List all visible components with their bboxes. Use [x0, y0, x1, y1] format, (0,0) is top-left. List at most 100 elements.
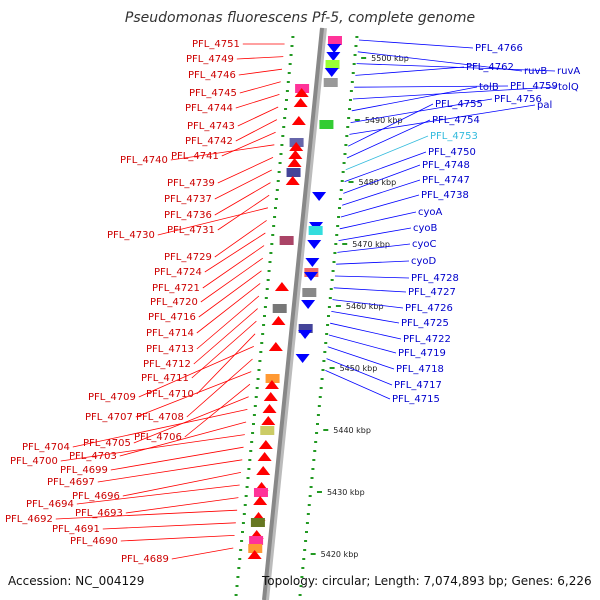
gene-block[interactable] [289, 138, 304, 147]
right-gene-label[interactable]: PFL_4762 [466, 62, 514, 73]
left-gene-label[interactable]: PFL_4692 [5, 514, 53, 525]
gene-block[interactable] [248, 544, 263, 553]
left-gene-label[interactable]: PFL_4744 [185, 103, 233, 114]
gene-arrow[interactable] [287, 158, 302, 167]
right-gene-label[interactable]: tolB [479, 82, 499, 93]
gene-arrow[interactable] [291, 116, 306, 125]
left-gene-label[interactable]: PFL_4699 [60, 465, 108, 476]
left-gene-label[interactable]: PFL_4710 [146, 389, 194, 400]
left-gene-label[interactable]: PFL_4724 [154, 267, 202, 278]
right-gene-label[interactable]: PFL_4750 [428, 147, 476, 158]
right-gene-label[interactable]: PFL_4738 [421, 190, 469, 201]
right-gene-label[interactable]: ruvB [524, 66, 547, 77]
right-gene-label[interactable]: PFL_4754 [432, 115, 480, 126]
gene-block[interactable] [308, 226, 323, 235]
right-gene-label[interactable]: PFL_4715 [392, 394, 440, 405]
left-gene-label[interactable]: PFL_4689 [121, 554, 169, 565]
gene-arrow[interactable] [264, 380, 279, 389]
gene-block[interactable] [286, 168, 301, 177]
left-gene-label[interactable]: PFL_4743 [187, 121, 235, 132]
gene-arrow[interactable] [263, 392, 278, 401]
right-gene-label[interactable]: PFL_4727 [408, 287, 456, 298]
gene-block[interactable] [295, 84, 310, 93]
gene-arrow[interactable] [253, 496, 268, 505]
left-gene-label[interactable]: PFL_4694 [26, 499, 74, 510]
gene-arrow[interactable] [294, 88, 309, 97]
gene-arrow[interactable] [271, 316, 286, 325]
right-gene-label[interactable]: PFL_4717 [394, 380, 442, 391]
gene-block[interactable] [265, 374, 280, 383]
left-gene-label[interactable]: PFL_4705 [83, 438, 131, 449]
right-gene-label[interactable]: PFL_4766 [475, 43, 523, 54]
left-gene-label[interactable]: PFL_4739 [167, 178, 215, 189]
right-gene-label[interactable]: PFL_4725 [401, 318, 449, 329]
left-gene-label[interactable]: PFL_4708 [136, 412, 184, 423]
gene-arrow[interactable] [268, 342, 283, 351]
left-gene-label[interactable]: PFL_4751 [192, 39, 240, 50]
right-gene-label[interactable]: PFL_4747 [422, 175, 470, 186]
left-gene-label[interactable]: PFL_4746 [188, 70, 236, 81]
left-gene-label[interactable]: PFL_4709 [88, 392, 136, 403]
gene-block[interactable] [298, 324, 313, 333]
left-gene-label[interactable]: PFL_4737 [164, 194, 212, 205]
gene-arrow[interactable] [257, 452, 272, 461]
gene-arrow[interactable] [262, 404, 277, 413]
gene-block[interactable] [249, 536, 264, 545]
gene-block[interactable] [327, 36, 342, 45]
gene-arrow[interactable] [247, 550, 262, 559]
gene-arrow[interactable] [295, 354, 310, 363]
right-gene-label[interactable]: PFL_4728 [411, 273, 459, 284]
left-gene-label[interactable]: PFL_4690 [70, 536, 118, 547]
right-gene-label[interactable]: PFL_4759 [510, 81, 558, 92]
gene-block[interactable] [325, 60, 340, 69]
left-gene-label[interactable]: PFL_4711 [141, 373, 189, 384]
right-gene-label[interactable]: PFL_4719 [398, 348, 446, 359]
gene-arrow[interactable] [327, 44, 342, 53]
gene-arrow[interactable] [301, 300, 316, 309]
gene-arrow[interactable] [285, 176, 300, 185]
right-gene-label[interactable]: pal [537, 100, 552, 111]
right-gene-label[interactable]: PFL_4748 [422, 160, 470, 171]
left-gene-label[interactable]: PFL_4714 [146, 328, 194, 339]
left-gene-label[interactable]: PFL_4706 [134, 432, 182, 443]
left-gene-label[interactable]: PFL_4712 [143, 359, 191, 370]
gene-block[interactable] [279, 236, 294, 245]
right-gene-label[interactable]: ruvA [557, 66, 580, 77]
right-gene-label[interactable]: PFL_4756 [494, 94, 542, 105]
left-gene-label[interactable]: PFL_4691 [52, 524, 100, 535]
left-gene-label[interactable]: PFL_4736 [164, 210, 212, 221]
left-gene-label[interactable]: PFL_4740 [120, 155, 168, 166]
gene-arrow[interactable] [326, 52, 341, 61]
gene-arrow[interactable] [305, 258, 320, 267]
gene-block[interactable] [319, 120, 334, 129]
left-gene-label[interactable]: PFL_4693 [75, 508, 123, 519]
gene-arrow[interactable] [274, 282, 289, 291]
right-gene-label[interactable]: cyoA [418, 207, 443, 218]
right-gene-label[interactable]: PFL_4722 [403, 334, 451, 345]
gene-arrow[interactable] [303, 272, 318, 281]
left-gene-label[interactable]: PFL_4721 [152, 283, 200, 294]
left-gene-label[interactable]: PFL_4704 [22, 442, 70, 453]
gene-arrow[interactable] [298, 330, 313, 339]
gene-arrow[interactable] [256, 466, 271, 475]
right-gene-label[interactable]: PFL_4755 [435, 99, 483, 110]
right-gene-label[interactable]: cyoC [412, 239, 437, 250]
left-gene-label[interactable]: PFL_4742 [185, 136, 233, 147]
right-gene-label[interactable]: PFL_4753 [430, 131, 478, 142]
gene-block[interactable] [260, 426, 275, 435]
right-gene-label[interactable]: cyoD [411, 256, 437, 267]
gene-arrow[interactable] [324, 68, 339, 77]
gene-block[interactable] [272, 304, 287, 313]
left-gene-label[interactable]: PFL_4729 [164, 252, 212, 263]
right-gene-label[interactable]: cyoB [413, 223, 438, 234]
left-gene-label[interactable]: PFL_4713 [146, 344, 194, 355]
gene-block[interactable] [302, 288, 317, 297]
left-gene-label[interactable]: PFL_4696 [72, 491, 120, 502]
left-gene-label[interactable]: PFL_4749 [186, 54, 234, 65]
left-gene-label[interactable]: PFL_4745 [189, 88, 237, 99]
left-gene-label[interactable]: PFL_4716 [148, 312, 196, 323]
gene-block[interactable] [323, 78, 338, 87]
left-gene-label[interactable]: PFL_4731 [167, 225, 215, 236]
left-gene-label[interactable]: PFL_4730 [107, 230, 155, 241]
left-gene-label[interactable]: PFL_4700 [10, 456, 58, 467]
